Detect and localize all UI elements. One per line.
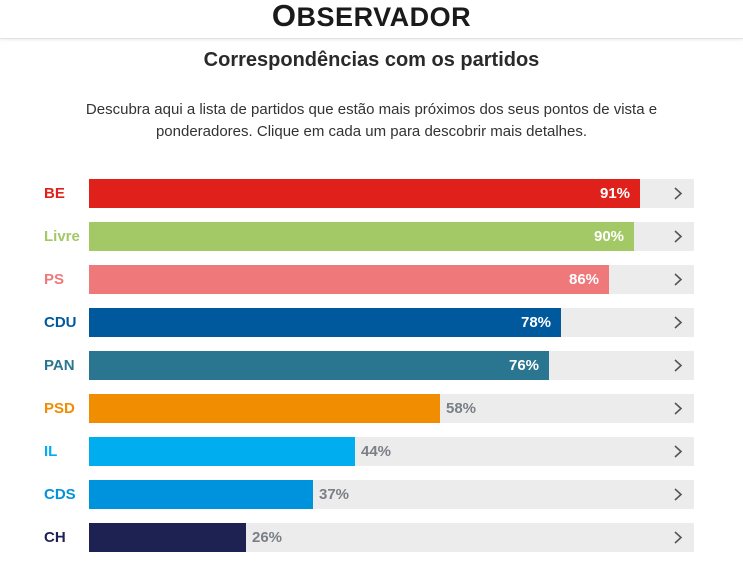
match-percentage: 86% <box>569 271 600 288</box>
chevron-right-icon[interactable] <box>672 402 684 415</box>
match-percentage: 90% <box>594 228 625 245</box>
chevron-right-icon[interactable] <box>672 531 684 544</box>
page-subtitle: Descubra aqui a lista de partidos que es… <box>85 101 658 140</box>
chevron-right-icon[interactable] <box>672 273 684 286</box>
match-percentage: 91% <box>600 185 631 202</box>
match-bar-fill <box>89 394 440 423</box>
party-name: PAN <box>44 357 75 374</box>
party-name: PS <box>44 271 65 288</box>
match-bar-fill <box>89 308 561 337</box>
page-title: Correspondências com os partidos <box>203 49 540 71</box>
match-bar-track[interactable]: 86% <box>89 265 694 294</box>
observador-logo[interactable]: OBSERVADOR <box>271 0 472 33</box>
match-bar-fill <box>89 480 313 509</box>
match-bar-fill <box>89 437 355 466</box>
match-bar-fill <box>89 222 634 251</box>
match-bar-fill <box>89 351 549 380</box>
match-percentage: 37% <box>319 486 350 503</box>
match-bar-track[interactable]: 44% <box>89 437 694 466</box>
party-name: CDU <box>44 314 77 331</box>
match-percentage: 44% <box>361 443 392 460</box>
match-bar-track[interactable]: 37% <box>89 480 694 509</box>
party-row-psd[interactable]: PSD 58% <box>0 394 743 423</box>
match-percentage: 76% <box>509 357 540 374</box>
match-bar-track[interactable]: 58% <box>89 394 694 423</box>
party-name: CH <box>44 529 66 546</box>
party-name: BE <box>44 185 65 202</box>
party-row-pan[interactable]: PAN 76% <box>0 351 743 380</box>
chevron-right-icon[interactable] <box>672 316 684 329</box>
chevron-right-icon[interactable] <box>672 187 684 200</box>
party-name: Livre <box>44 228 80 245</box>
match-percentage: 78% <box>521 314 552 331</box>
chevron-right-icon[interactable] <box>672 359 684 372</box>
match-bar-track[interactable]: 91% <box>89 179 694 208</box>
match-bar-track[interactable]: 26% <box>89 523 694 552</box>
party-row-be[interactable]: BE 91% <box>0 179 743 208</box>
party-name: CDS <box>44 486 76 503</box>
chevron-right-icon[interactable] <box>672 488 684 501</box>
match-bar-track[interactable]: 90% <box>89 222 694 251</box>
party-row-cdu[interactable]: CDU 78% <box>0 308 743 337</box>
match-percentage: 58% <box>446 400 477 417</box>
party-row-livre[interactable]: Livre 90% <box>0 222 743 251</box>
chevron-right-icon[interactable] <box>672 445 684 458</box>
match-bar-fill <box>89 179 640 208</box>
site-header: OBSERVADOR <box>0 0 743 39</box>
party-row-ch[interactable]: CH 26% <box>0 523 743 552</box>
match-bar-track[interactable]: 78% <box>89 308 694 337</box>
match-percentage: 26% <box>252 529 283 546</box>
match-bar-fill <box>89 523 246 552</box>
party-name: IL <box>44 443 58 460</box>
party-row-ps[interactable]: PS 86% <box>0 265 743 294</box>
chevron-right-icon[interactable] <box>672 230 684 243</box>
match-bar-track[interactable]: 76% <box>89 351 694 380</box>
match-bar-fill <box>89 265 609 294</box>
party-row-il[interactable]: IL 44% <box>0 437 743 466</box>
party-row-cds[interactable]: CDS 37% <box>0 480 743 509</box>
party-name: PSD <box>44 400 75 417</box>
